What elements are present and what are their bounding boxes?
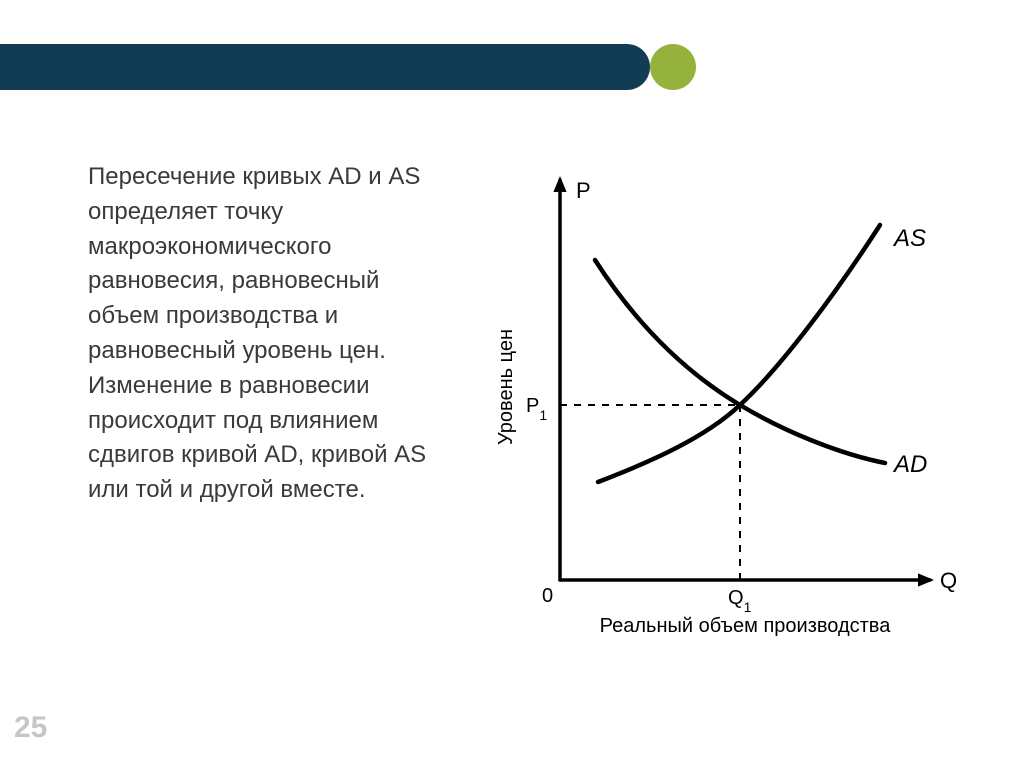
svg-text:Уровень цен: Уровень цен <box>495 329 517 445</box>
page-number: 25 <box>14 711 47 745</box>
svg-text:Q1: Q1 <box>728 587 752 615</box>
decor-bar-main <box>0 44 650 90</box>
svg-text:AS: AS <box>892 225 926 252</box>
decor-bar-accent <box>650 44 696 90</box>
ad-as-chart: P Q 0 AS AD P1 Q1 Уровень цен Реальный объем про… <box>480 150 968 650</box>
header-decor <box>0 44 730 90</box>
svg-text:AD: AD <box>892 451 927 478</box>
chart-svg: P Q 0 AS AD P1 Q1 Уровень цен Реальный объем про… <box>480 150 968 650</box>
svg-text:P: P <box>576 178 591 203</box>
svg-text:Реальный объем производства: Реальный объем производства <box>600 615 892 637</box>
slide-body-text: Пересечение кривых AD и AS определяет то… <box>88 160 448 508</box>
svg-text:P1: P1 <box>526 395 547 423</box>
svg-text:Q: Q <box>940 568 957 593</box>
svg-text:0: 0 <box>542 585 553 607</box>
